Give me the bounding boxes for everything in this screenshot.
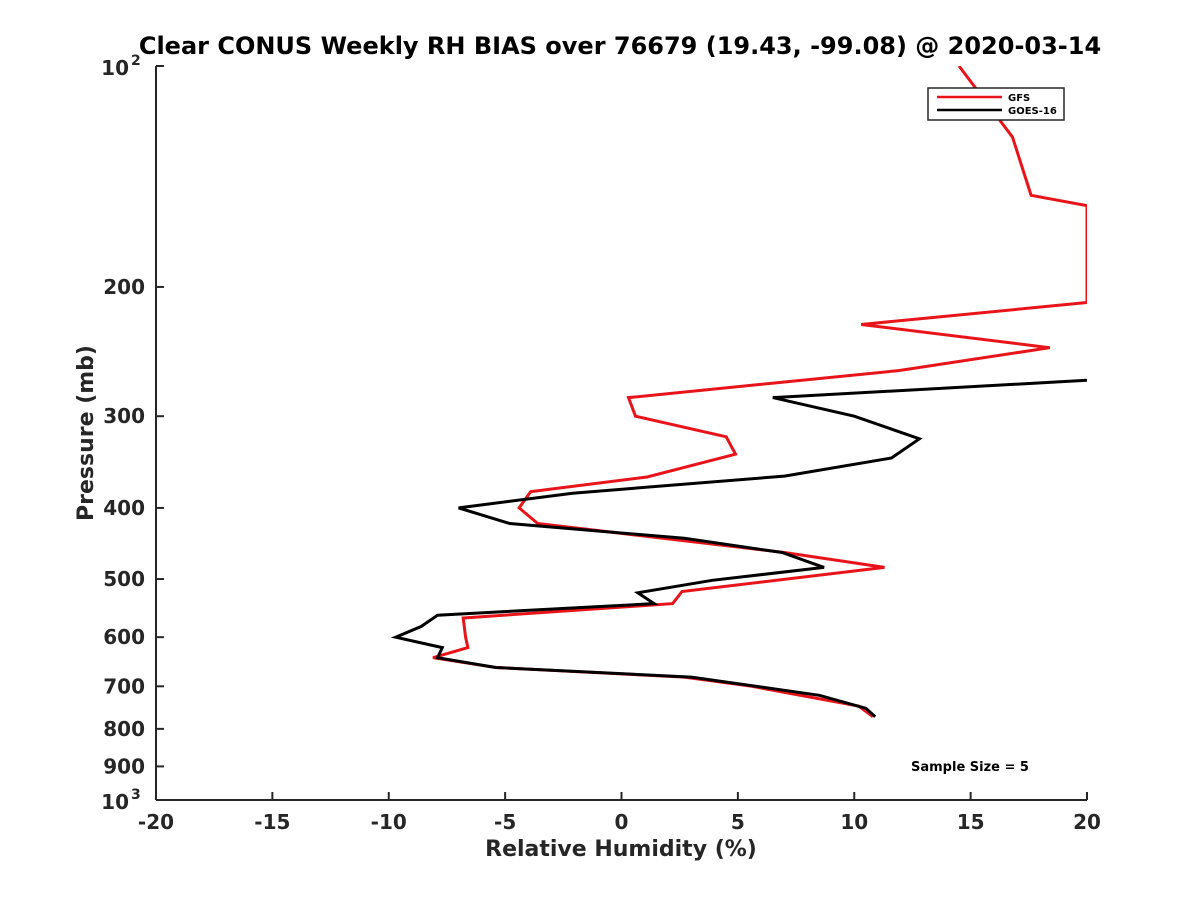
x-tick-label: -15 <box>254 810 290 834</box>
series-line-goes-16 <box>390 378 1087 718</box>
x-tick-label: 10 <box>840 810 868 834</box>
y-tick-exponent: 3 <box>131 787 141 803</box>
legend[interactable]: GFS GOES-16 <box>927 87 1065 121</box>
x-tick-label: 0 <box>615 810 629 834</box>
y-tick-label: 500 <box>103 567 145 591</box>
y-tick-label: 700 <box>103 674 145 698</box>
legend-box <box>927 87 1065 121</box>
y-tick-label: 300 <box>103 404 145 428</box>
x-ticks: -20 -15 -10 -5 0 5 10 15 20 <box>138 792 1101 834</box>
x-tick-label: -20 <box>138 810 174 834</box>
sample-size-annotation: Sample Size = 5 <box>911 760 1029 775</box>
y-axis-label: Pressure (mb) <box>74 345 99 521</box>
x-tick-label: -10 <box>371 810 407 834</box>
series-line-gfs <box>432 66 1087 718</box>
y-tick-label: 400 <box>103 496 145 520</box>
legend-gfs-label: GFS <box>1008 93 1030 104</box>
chart-title: Clear CONUS Weekly RH BIAS over 76679 (1… <box>139 32 1101 60</box>
y-tick-label: 10 <box>101 56 129 80</box>
x-tick-label: -5 <box>494 810 516 834</box>
legend-goes-label: GOES-16 <box>1008 106 1057 117</box>
y-tick-label: 10 <box>101 790 129 814</box>
y-tick-exponent: 2 <box>131 53 141 69</box>
x-tick-label: 15 <box>957 810 985 834</box>
y-tick-label: 600 <box>103 625 145 649</box>
y-tick-label: 800 <box>103 717 145 741</box>
x-tick-label: 5 <box>731 810 745 834</box>
y-tick-label: 900 <box>103 754 145 778</box>
x-axis-label: Relative Humidity (%) <box>485 837 757 862</box>
x-tick-label: 20 <box>1073 810 1101 834</box>
y-tick-label: 200 <box>103 275 145 299</box>
series-group <box>390 66 1087 718</box>
plot-area: -20 -15 -10 -5 0 5 10 15 20 10 220030040050060070… <box>101 53 1101 834</box>
